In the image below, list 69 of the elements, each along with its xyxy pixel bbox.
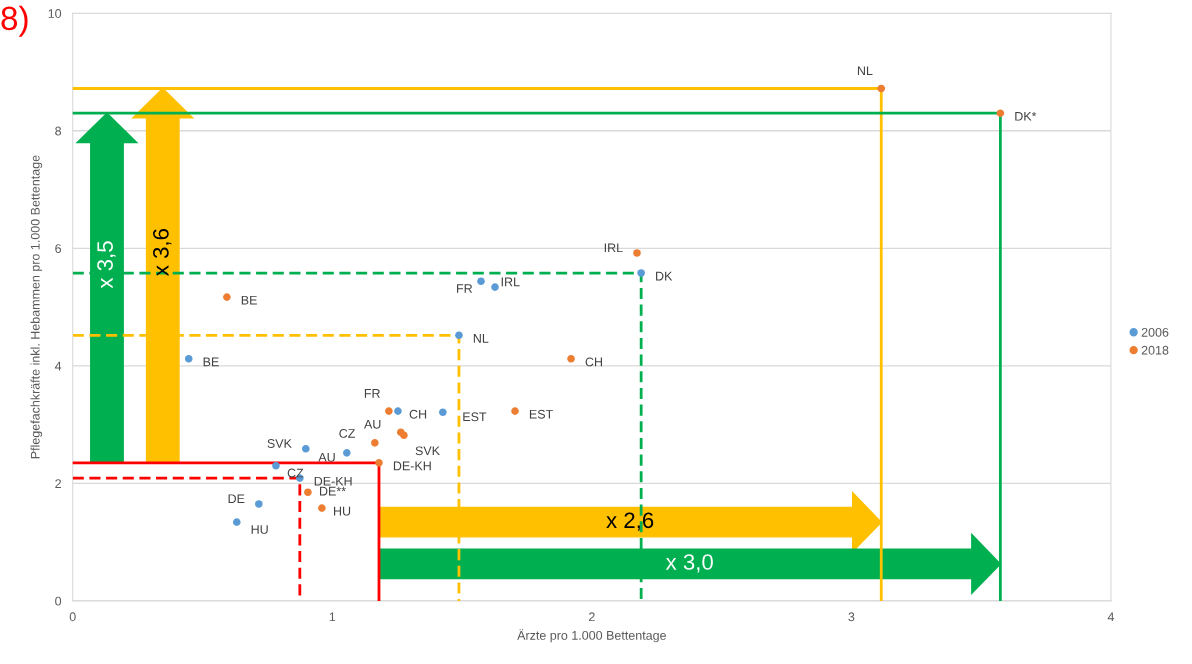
data-label: CH	[409, 409, 427, 419]
point	[184, 355, 193, 363]
data-label: DE-KH	[393, 461, 431, 471]
data-label: CZ	[287, 468, 304, 478]
data-label: FR	[457, 284, 473, 293]
legend-label: 2018	[1141, 345, 1169, 355]
data-label: IRL	[604, 243, 623, 253]
data-label: DE	[228, 494, 245, 504]
annotation: x 2,6	[606, 512, 654, 531]
data-label: DE**	[320, 486, 346, 496]
data-label: AU	[318, 453, 335, 462]
point	[877, 84, 886, 93]
annotation: x 3,5	[97, 241, 116, 289]
data-label: HU	[334, 506, 351, 516]
point	[375, 459, 383, 467]
data-label: CZ	[339, 429, 355, 438]
point	[511, 407, 519, 415]
x-tick-label: 4	[1107, 612, 1115, 622]
point	[371, 439, 379, 447]
data-label: CH	[585, 357, 602, 367]
data-label: NL	[473, 334, 489, 343]
x-tick-label: 3	[848, 612, 855, 622]
annotation: x 3,0	[665, 554, 713, 573]
data-label: NL	[857, 66, 873, 76]
point	[633, 249, 641, 257]
point	[996, 109, 1005, 117]
data-label: EST	[529, 409, 553, 419]
point	[223, 293, 231, 301]
x-tick-label: 0	[69, 612, 76, 622]
y-tick-label: 8	[55, 126, 62, 136]
point	[439, 408, 447, 417]
point	[301, 444, 310, 453]
data-label: DK	[656, 271, 673, 281]
data-label: IRL	[501, 277, 520, 287]
data-label: DE-KH	[314, 476, 352, 486]
y-tick-label: 2	[55, 479, 61, 488]
legend-label: 2006	[1141, 327, 1169, 337]
point	[637, 269, 645, 277]
point	[385, 407, 393, 415]
point	[318, 504, 326, 512]
point	[394, 407, 402, 415]
point	[343, 449, 351, 457]
data-label: FR	[364, 389, 380, 398]
y-axis-title: Pflegefachkräfte inkl. Hebammen pro 1.000 Bettentage	[30, 155, 43, 459]
data-label: AU	[364, 419, 381, 429]
data-label: DK*	[1015, 111, 1037, 121]
point	[491, 283, 499, 291]
point	[255, 500, 263, 508]
y-tick-label: 10	[48, 9, 62, 18]
y-tick-label: 0	[55, 596, 62, 606]
data-label: BE	[241, 295, 257, 305]
x-axis-title: Ärzte pro 1.000 Bettentage	[517, 629, 666, 643]
point	[272, 461, 280, 470]
x-tick-label: 1	[329, 612, 336, 622]
point	[567, 355, 575, 363]
point	[232, 518, 241, 526]
y-tick-label: 6	[55, 244, 62, 253]
data-label: HU	[251, 525, 268, 534]
data-label: SVK	[415, 446, 440, 456]
text: 8)	[1, 5, 28, 37]
annotation: x 3,6	[153, 229, 172, 276]
x-tick-label: 2	[588, 612, 595, 622]
data-label: BE	[203, 357, 219, 367]
y-tick-label: 4	[54, 361, 62, 371]
data-label: EST	[463, 412, 487, 422]
point	[477, 277, 485, 286]
data-label: SVK	[267, 439, 292, 448]
point	[304, 488, 312, 497]
point	[455, 331, 463, 340]
